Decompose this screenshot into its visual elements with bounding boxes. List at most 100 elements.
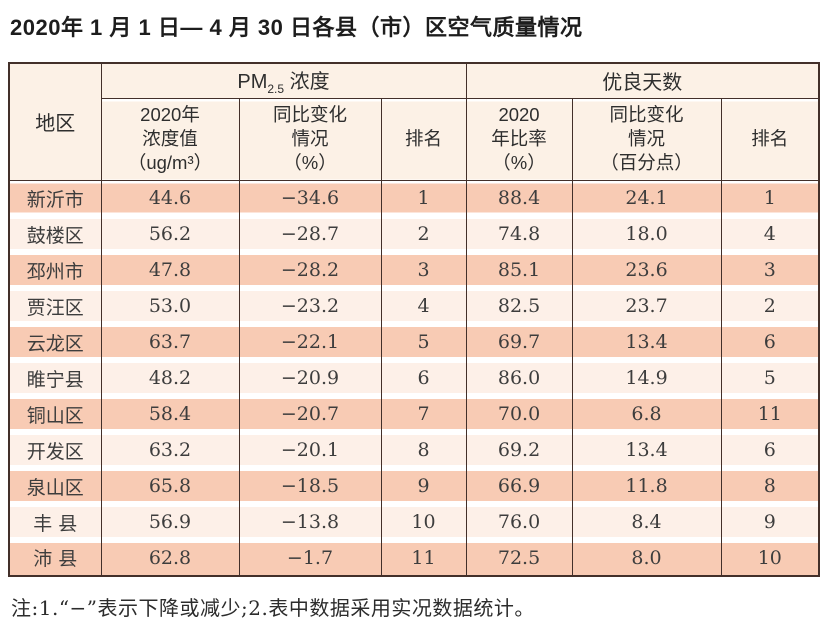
cell-pm25-change: −23.2 <box>238 288 382 324</box>
table-row: 泉山区 65.8 −18.5 9 66.9 11.8 8 <box>8 468 820 504</box>
cell-pm25-value: 63.7 <box>100 324 240 360</box>
cell-pm25-change: −20.7 <box>238 396 382 432</box>
cell-region: 贾汪区 <box>8 288 102 324</box>
cell-region: 云龙区 <box>8 324 102 360</box>
cell-pm25-value: 53.0 <box>100 288 240 324</box>
cell-region: 开发区 <box>8 432 102 468</box>
cell-pm25-change: −34.6 <box>238 180 382 216</box>
cell-pm25-rank: 9 <box>380 468 467 504</box>
cell-pm25-value: 65.8 <box>100 468 240 504</box>
header-sub-row: 2020年 浓度值 （ug/m³） 同比变化 情况 （%） 排名 2020 年比… <box>9 97 820 181</box>
cell-good-rate: 88.4 <box>465 180 573 216</box>
table-row: 丰 县 56.9 −13.8 10 76.0 8.4 9 <box>8 504 820 540</box>
cell-pm25-rank: 1 <box>380 180 467 216</box>
cell-region: 睢宁县 <box>8 360 102 396</box>
cell-pm25-value: 44.6 <box>100 180 240 216</box>
cell-region: 铜山区 <box>8 396 102 432</box>
cell-good-rate: 82.5 <box>465 288 573 324</box>
table-body: 新沂市 44.6 −34.6 1 88.4 24.1 1 鼓楼区 56.2 −28.7 2 74.8 1… <box>8 180 820 576</box>
cell-good-change: 23.7 <box>571 288 722 324</box>
cell-pm25-change: −28.7 <box>238 216 382 252</box>
cell-good-rank: 1 <box>720 180 820 216</box>
cell-region: 邳州市 <box>8 252 102 288</box>
cell-pm25-value: 58.4 <box>100 396 240 432</box>
cell-pm25-rank: 4 <box>380 288 467 324</box>
cell-pm25-value: 56.9 <box>100 504 240 540</box>
cell-pm25-change: −13.8 <box>238 504 382 540</box>
cell-pm25-change: −22.1 <box>238 324 382 360</box>
cell-pm25-change: −28.2 <box>238 252 382 288</box>
table-row: 沛 县 62.8 −1.7 11 72.5 8.0 10 <box>8 540 820 576</box>
cell-pm25-rank: 6 <box>380 360 467 396</box>
cell-pm25-value: 63.2 <box>100 432 240 468</box>
cell-good-rank: 5 <box>720 360 820 396</box>
cell-pm25-value: 48.2 <box>100 360 240 396</box>
cell-good-rank: 8 <box>720 468 820 504</box>
footnote: 注:1.“−”表示下降或减少;2.表中数据采用实况数据统计。 <box>11 596 535 620</box>
cell-good-change: 24.1 <box>571 180 722 216</box>
cell-good-rate: 86.0 <box>465 360 573 396</box>
cell-pm25-rank: 2 <box>380 216 467 252</box>
cell-pm25-change: −18.5 <box>238 468 382 504</box>
cell-pm25-change: −20.9 <box>238 360 382 396</box>
cell-good-change: 11.8 <box>571 468 722 504</box>
cell-good-rank: 6 <box>720 324 820 360</box>
header-pm25-rank: 排名 <box>380 97 467 181</box>
cell-good-rank: 2 <box>720 288 820 324</box>
cell-good-change: 14.9 <box>571 360 722 396</box>
cell-good-rate: 85.1 <box>465 252 573 288</box>
cell-pm25-rank: 7 <box>380 396 467 432</box>
header-pm25-change: 同比变化 情况 （%） <box>238 97 382 181</box>
cell-region: 沛 县 <box>8 540 102 576</box>
cell-good-rate: 69.2 <box>465 432 573 468</box>
header-good-change: 同比变化 情况 （百分点） <box>571 97 722 181</box>
pm25-label-suffix: 浓度 <box>289 71 330 94</box>
table-header: 地区 PM2.5 浓度 优良天数 2020年 浓度值 （ug/m³） 同比变化 … <box>8 62 820 181</box>
table-row: 开发区 63.2 −20.1 8 69.2 13.4 6 <box>8 432 820 468</box>
cell-good-rate: 69.7 <box>465 324 573 360</box>
cell-good-change: 18.0 <box>571 216 722 252</box>
cell-good-rank: 10 <box>720 540 820 576</box>
header-pm25-group: PM2.5 浓度 <box>100 62 467 99</box>
cell-pm25-rank: 3 <box>380 252 467 288</box>
cell-pm25-rank: 5 <box>380 324 467 360</box>
cell-pm25-value: 47.8 <box>100 252 240 288</box>
cell-region: 新沂市 <box>8 180 102 216</box>
cell-pm25-change: −1.7 <box>238 540 382 576</box>
cell-good-change: 13.4 <box>571 432 722 468</box>
table-row: 邳州市 47.8 −28.2 3 85.1 23.6 3 <box>8 252 820 288</box>
cell-pm25-value: 56.2 <box>100 216 240 252</box>
header-region: 地区 <box>8 62 102 181</box>
cell-good-change: 23.6 <box>571 252 722 288</box>
cell-good-change: 8.4 <box>571 504 722 540</box>
header-good-rank: 排名 <box>720 97 820 181</box>
cell-good-rate: 74.8 <box>465 216 573 252</box>
pm25-label-subscript: 2.5 <box>267 82 285 97</box>
cell-pm25-value: 62.8 <box>100 540 240 576</box>
table-row: 贾汪区 53.0 −23.2 4 82.5 23.7 2 <box>8 288 820 324</box>
header-pm25-value: 2020年 浓度值 （ug/m³） <box>100 97 240 181</box>
cell-good-change: 6.8 <box>571 396 722 432</box>
cell-region: 泉山区 <box>8 468 102 504</box>
cell-good-rank: 11 <box>720 396 820 432</box>
header-group-row: 地区 PM2.5 浓度 优良天数 <box>8 62 820 181</box>
cell-pm25-rank: 8 <box>380 432 467 468</box>
table-row: 鼓楼区 56.2 −28.7 2 74.8 18.0 4 <box>8 216 820 252</box>
cell-good-rank: 6 <box>720 432 820 468</box>
air-quality-table: 地区 PM2.5 浓度 优良天数 2020年 浓度值 （ug/m³） 同比变化 … <box>8 62 821 577</box>
table-row: 新沂市 44.6 −34.6 1 88.4 24.1 1 <box>8 180 820 216</box>
cell-pm25-change: −20.1 <box>238 432 382 468</box>
cell-good-rate: 70.0 <box>465 396 573 432</box>
cell-good-rank: 4 <box>720 216 820 252</box>
cell-good-rate: 76.0 <box>465 504 573 540</box>
header-good-rate: 2020 年比率 （%） <box>465 97 573 181</box>
header-good-days-group: 优良天数 <box>465 62 820 99</box>
cell-good-rank: 3 <box>720 252 820 288</box>
cell-pm25-rank: 11 <box>380 540 467 576</box>
cell-region: 鼓楼区 <box>8 216 102 252</box>
cell-good-rate: 66.9 <box>465 468 573 504</box>
table-row: 铜山区 58.4 −20.7 7 70.0 6.8 11 <box>8 396 820 432</box>
page-title: 2020年 1 月 1 日— 4 月 30 日各县（市）区空气质量情况 <box>10 15 583 40</box>
cell-region: 丰 县 <box>8 504 102 540</box>
